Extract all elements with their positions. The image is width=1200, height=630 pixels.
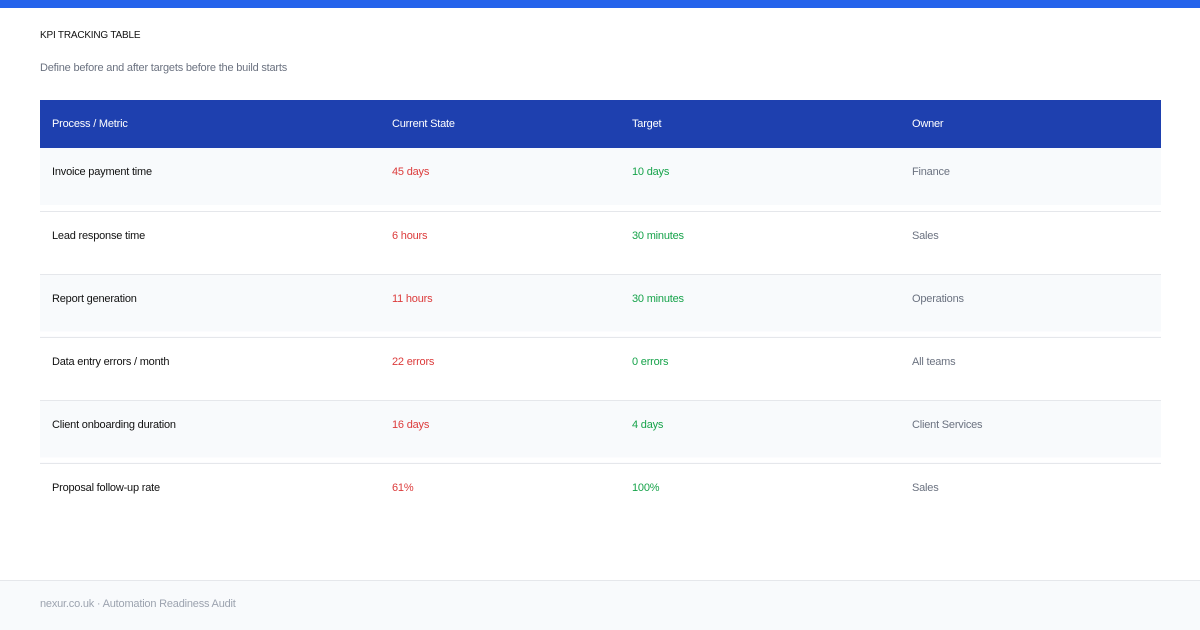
column-header: Target [620, 100, 900, 148]
table-cell: Client onboarding duration [40, 400, 380, 464]
table-cell: Report generation [40, 274, 380, 338]
table-cell: 61% [392, 481, 414, 494]
table-cell: 22 errors [380, 337, 620, 401]
table-body: Invoice payment time 45 days 10 days Financ… [40, 148, 1161, 526]
top-bar [0, 0, 1200, 8]
table-cell: 6 hours [380, 211, 620, 275]
column-header: Current State [380, 100, 620, 148]
table-row: Invoice payment time 45 days 10 days Financ… [40, 148, 1161, 212]
table-cell: 0 errors [620, 337, 900, 401]
table-cell: Sales [900, 211, 1161, 275]
footer-text: nexur.co.uk · Automation Readiness Audit [40, 598, 236, 610]
table-row: Lead response time 6 hours 30 minutes Sales [40, 211, 1161, 275]
table-cell: Proposal follow-up rate [52, 481, 160, 494]
table-cell: Operations [900, 274, 1161, 338]
table-cell: Finance [900, 148, 1161, 212]
subtitle: Define before and after targets before t… [40, 62, 288, 74]
table-cell: 45 days [380, 148, 620, 212]
table-row: Client onboarding duration 16 days 4 days C… [40, 400, 1161, 464]
column-header: Owner [900, 100, 1161, 148]
table-row: Report generation 11 hours 30 minutes Opera… [40, 274, 1161, 338]
table-cell: Lead response time [40, 211, 380, 275]
table-row: Data entry errors / month 22 errors 0 erro… [40, 337, 1161, 401]
header-row: Process / Metric Current State Target Owner [40, 100, 1161, 148]
table-cell: 10 days [620, 148, 900, 212]
table-cell: Client Services [900, 400, 1161, 464]
title: KPI TRACKING TABLE [40, 30, 141, 41]
table-cell: 100% [632, 481, 660, 494]
table-cell: 30 minutes [620, 211, 900, 275]
table-cell: Data entry errors / month [40, 337, 380, 401]
table-cell: 11 hours [380, 274, 620, 338]
table-cell: 4 days [620, 400, 900, 464]
table-cell: 30 minutes [620, 274, 900, 338]
table-cell: All teams [900, 337, 1161, 401]
table-cell: 16 days [380, 400, 620, 464]
table-cell: Sales [912, 481, 939, 494]
footer: nexur.co.uk · Automation Readiness Audit [0, 580, 1200, 630]
kpi-table: Process / Metric Current State Target Owner… [40, 100, 1161, 526]
column-header: Process / Metric [40, 100, 380, 148]
table-row: Proposal follow-up rate 61% 100% Sales [40, 463, 1161, 526]
table-cell: Invoice payment time [40, 148, 380, 212]
